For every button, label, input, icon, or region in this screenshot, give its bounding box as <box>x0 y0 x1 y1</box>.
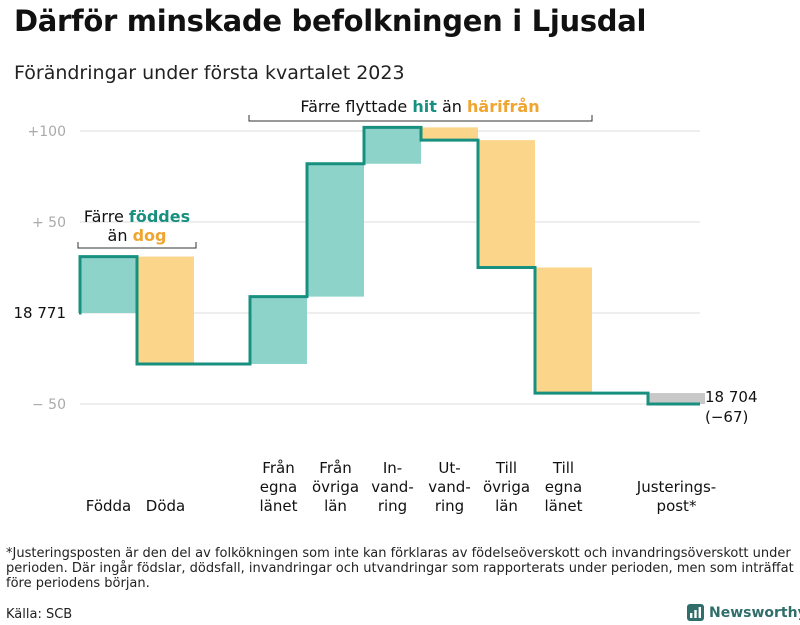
category-label: vand- <box>371 478 414 496</box>
waterfall-bar <box>421 127 478 141</box>
footnote: *Justeringsposten är den del av folkökni… <box>6 546 794 591</box>
category-label: egna <box>260 478 297 496</box>
waterfall-bar <box>250 296 307 364</box>
category-label: Till <box>552 459 574 477</box>
waterfall-chart: +100 + 50 − 50 18 771 18 704 (−67) Färre född… <box>14 97 758 515</box>
category-label: länet <box>260 497 298 515</box>
cumulative-step-line <box>78 125 700 406</box>
category-label: Döda <box>146 497 185 515</box>
category-label: Ut- <box>438 459 460 477</box>
chart-subtitle: Förändringar under första kvartalet 2023 <box>14 62 405 84</box>
start-value-label: 18 771 <box>14 304 67 322</box>
category-label: län <box>495 497 518 515</box>
migration-bracket <box>248 115 593 122</box>
end-change-label: (−67) <box>705 408 748 426</box>
source-text: Källa: SCB <box>6 607 73 622</box>
births-annotation-line2: än dog <box>108 226 167 245</box>
waterfall-bar <box>137 256 194 364</box>
births-annotation-line1: Färre föddes <box>84 207 190 226</box>
category-label: Justerings- <box>636 478 716 496</box>
category-label: ring <box>378 497 407 515</box>
migration-annotation: Färre flyttade hit än härifrån <box>300 97 539 116</box>
category-label: vand- <box>428 478 471 496</box>
category-label: ring <box>435 497 464 515</box>
waterfall-bar <box>307 163 364 297</box>
waterfall-bar <box>80 256 137 313</box>
end-value-label: 18 704 <box>705 388 758 406</box>
waterfall-bar <box>535 267 592 394</box>
newsworthy-icon <box>687 604 704 621</box>
category-label: länet <box>545 497 583 515</box>
step-line <box>78 125 700 406</box>
category-label: Födda <box>86 497 132 515</box>
y-tick-label: + 50 <box>32 215 66 231</box>
chart-title: Därför minskade befolkningen i Ljusdal <box>14 4 647 38</box>
category-label: In- <box>383 459 402 477</box>
y-tick-label: +100 <box>28 124 66 140</box>
category-label: Från <box>262 459 294 477</box>
waterfall-bar <box>364 127 421 164</box>
brand-name: Newsworthy <box>709 604 800 621</box>
category-label: övriga <box>312 478 359 496</box>
category-label: Till <box>495 459 517 477</box>
brand-logo: Newsworthy <box>687 604 800 621</box>
births-bracket <box>77 242 197 249</box>
category-label: Från <box>319 459 351 477</box>
category-label: post* <box>657 497 697 515</box>
bars <box>80 127 705 404</box>
category-labels: Födda DödaFrånegnalänetFrånövrigalänIn-va… <box>86 459 716 515</box>
category-label: egna <box>545 478 582 496</box>
category-label: övriga <box>483 478 530 496</box>
waterfall-bar <box>478 140 535 268</box>
category-label: län <box>324 497 347 515</box>
waterfall-bar <box>648 393 705 404</box>
y-tick-label: − 50 <box>32 397 66 413</box>
